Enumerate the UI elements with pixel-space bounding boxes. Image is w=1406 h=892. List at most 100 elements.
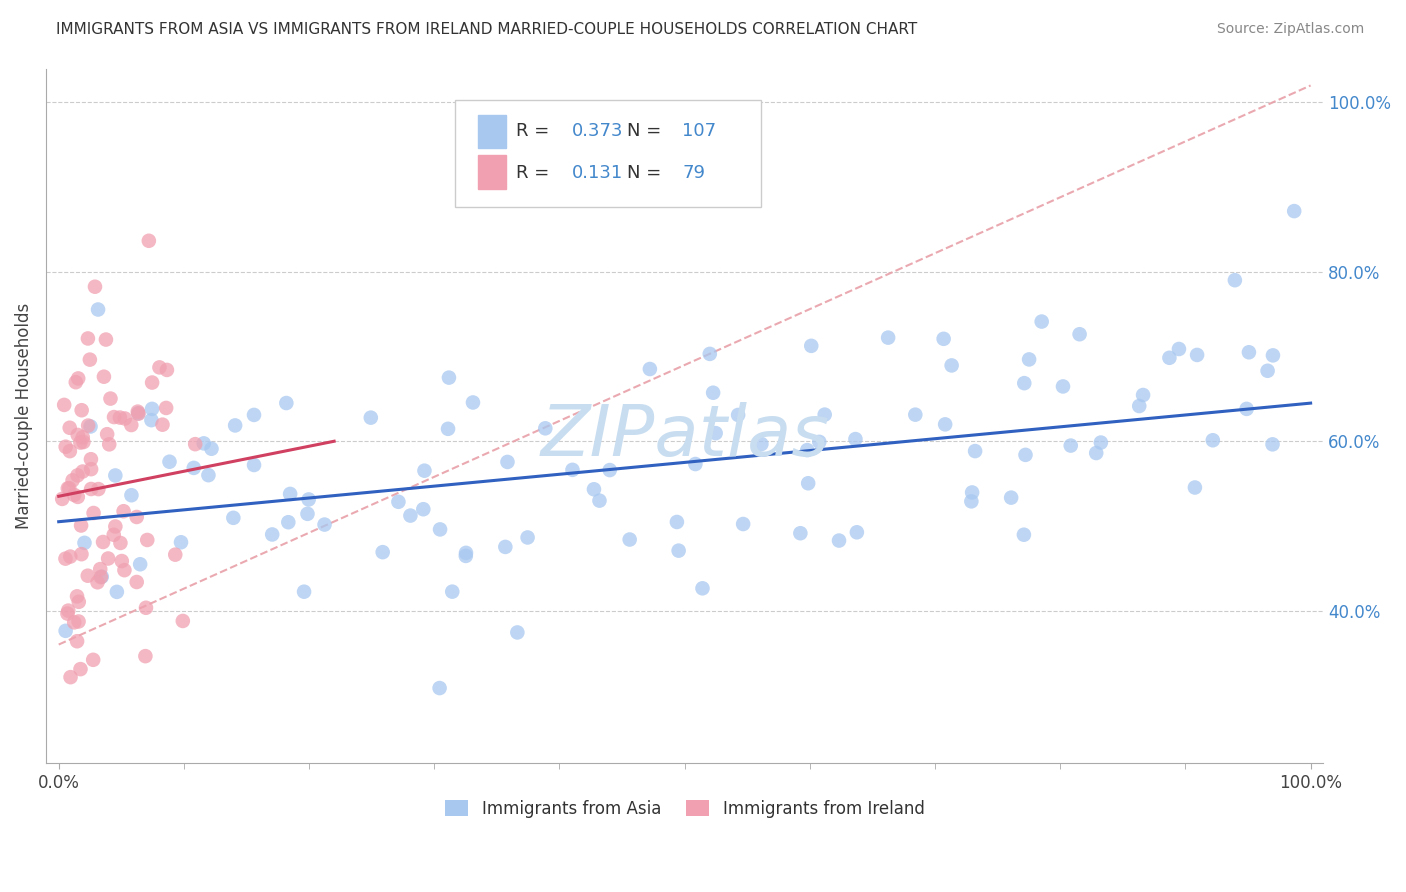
Point bbox=[55, 551, 77, 566]
Point bbox=[371, 545, 394, 559]
Point bbox=[155, 401, 177, 415]
Point bbox=[733, 516, 755, 531]
Text: Source: ZipAtlas.com: Source: ZipAtlas.com bbox=[1216, 22, 1364, 37]
Point bbox=[69, 435, 91, 450]
Point bbox=[67, 595, 90, 609]
Point bbox=[84, 279, 107, 293]
Point bbox=[1236, 401, 1258, 416]
Point bbox=[125, 574, 148, 589]
Point bbox=[1090, 435, 1112, 450]
Point bbox=[704, 426, 727, 441]
FancyBboxPatch shape bbox=[454, 100, 761, 208]
Point bbox=[91, 535, 114, 549]
Point bbox=[87, 482, 110, 496]
Point bbox=[797, 476, 820, 491]
Point bbox=[496, 455, 519, 469]
Point bbox=[76, 568, 98, 582]
Point bbox=[73, 536, 96, 550]
Point bbox=[89, 562, 111, 576]
Point bbox=[534, 421, 557, 435]
Point bbox=[461, 395, 484, 409]
Point bbox=[454, 546, 477, 560]
Point bbox=[66, 428, 89, 442]
Point bbox=[134, 649, 156, 664]
Point bbox=[104, 519, 127, 533]
Point bbox=[97, 551, 120, 566]
Point bbox=[387, 495, 409, 509]
Point bbox=[67, 615, 90, 629]
Point bbox=[1052, 379, 1074, 393]
Bar bbox=[478, 115, 506, 148]
Point bbox=[129, 558, 152, 572]
Point bbox=[56, 607, 79, 621]
Point bbox=[200, 442, 222, 456]
Point bbox=[66, 468, 89, 483]
Point bbox=[55, 624, 77, 638]
Point bbox=[800, 339, 823, 353]
Point bbox=[70, 547, 93, 561]
Point bbox=[86, 575, 108, 590]
Point bbox=[184, 437, 207, 451]
Point bbox=[1031, 314, 1053, 328]
Point bbox=[141, 413, 163, 427]
Point bbox=[588, 493, 610, 508]
Point bbox=[1014, 448, 1036, 462]
Point bbox=[80, 462, 103, 476]
Point bbox=[59, 670, 82, 684]
Point bbox=[934, 417, 956, 432]
Point bbox=[702, 385, 724, 400]
Point bbox=[413, 464, 436, 478]
Point bbox=[110, 536, 132, 550]
Point bbox=[516, 531, 538, 545]
Point bbox=[82, 653, 104, 667]
Point bbox=[138, 234, 160, 248]
Point bbox=[59, 444, 82, 458]
Point bbox=[699, 347, 721, 361]
Bar bbox=[478, 155, 506, 189]
Point bbox=[51, 491, 73, 506]
Point bbox=[63, 615, 86, 630]
Point bbox=[69, 662, 91, 676]
Point bbox=[70, 518, 93, 533]
Point bbox=[183, 461, 205, 475]
Text: 0.131: 0.131 bbox=[572, 164, 623, 182]
Point bbox=[1202, 434, 1225, 448]
Point bbox=[104, 468, 127, 483]
Point bbox=[125, 510, 148, 524]
Point bbox=[412, 502, 434, 516]
Point bbox=[222, 511, 245, 525]
Point bbox=[1128, 399, 1150, 413]
Point bbox=[152, 417, 174, 432]
Point bbox=[1018, 352, 1040, 367]
Point bbox=[65, 375, 87, 389]
Point bbox=[360, 410, 382, 425]
Point bbox=[66, 634, 89, 648]
Point bbox=[55, 440, 77, 454]
Point bbox=[599, 463, 621, 477]
Y-axis label: Married-couple Households: Married-couple Households bbox=[15, 302, 32, 529]
Point bbox=[72, 465, 94, 479]
Point bbox=[314, 517, 336, 532]
Point bbox=[63, 488, 86, 502]
Point bbox=[1000, 491, 1022, 505]
Point bbox=[67, 371, 90, 385]
Point bbox=[1069, 327, 1091, 342]
Point bbox=[79, 352, 101, 367]
Point bbox=[904, 408, 927, 422]
Point bbox=[808, 434, 831, 449]
Text: N =: N = bbox=[627, 122, 661, 140]
Text: N =: N = bbox=[627, 164, 661, 182]
Point bbox=[127, 407, 149, 421]
Point bbox=[80, 452, 103, 467]
Point bbox=[437, 370, 460, 384]
Point bbox=[1014, 376, 1036, 391]
Point bbox=[278, 487, 301, 501]
Point bbox=[53, 398, 76, 412]
Point bbox=[172, 614, 194, 628]
Point bbox=[80, 482, 103, 496]
Point bbox=[692, 582, 714, 596]
Point bbox=[156, 363, 179, 377]
Point bbox=[844, 432, 866, 446]
Point bbox=[72, 430, 94, 444]
Point bbox=[111, 554, 134, 568]
